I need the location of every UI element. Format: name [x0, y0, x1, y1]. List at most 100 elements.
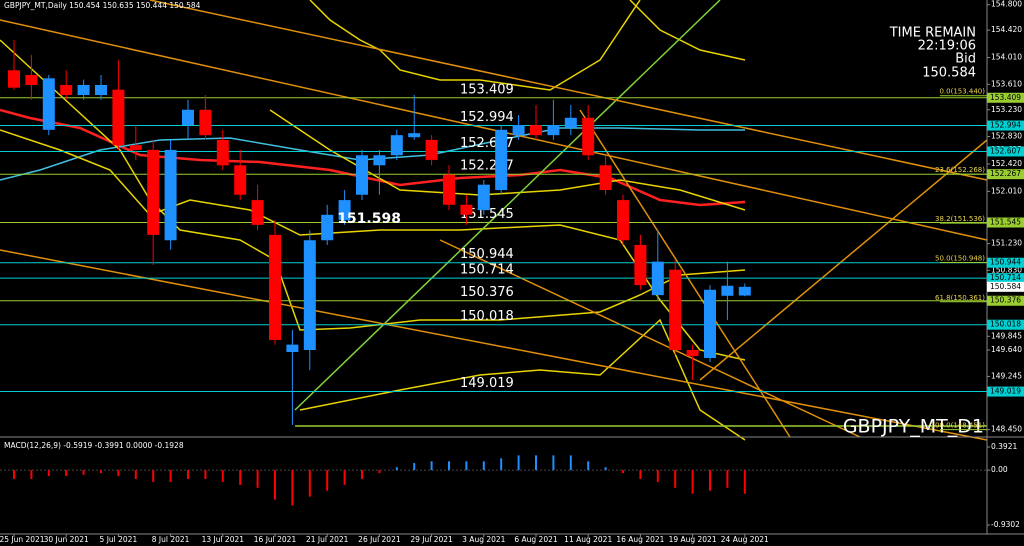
indicators — [0, 0, 988, 441]
x-tick-label: 6 Aug 2021 — [514, 535, 557, 544]
watermark: GBPJPY_MT_D1 — [843, 416, 984, 438]
level-box — [987, 120, 1024, 131]
level-label: 149.019 — [460, 376, 514, 391]
timer: 22:19:06 — [918, 39, 976, 54]
bollinger-band — [309, 0, 641, 91]
candle-body — [599, 165, 612, 191]
fib-label: 100.0(148.451) — [931, 422, 986, 430]
macd-tick-label: 0.3921 — [991, 442, 1017, 451]
x-tick-label: 30 Jun 2021 — [44, 535, 89, 544]
level-label: 150.018 — [460, 309, 514, 324]
x-tick-label: 5 Jul 2021 — [100, 535, 138, 544]
macd-tick-label: -0.9302 — [991, 520, 1020, 529]
x-tick-label: 19 Aug 2021 — [669, 535, 717, 544]
x-tick-label: 16 Aug 2021 — [616, 535, 664, 544]
y-tick-label: 153.610 — [991, 79, 1022, 88]
candle-body — [477, 184, 490, 211]
level-axis-label: 150.714 — [990, 273, 1021, 282]
level-axis-label: 150.018 — [990, 320, 1021, 329]
candle-body — [373, 155, 386, 166]
macd-tick-label: 0.00 — [991, 465, 1008, 474]
timer-label: TIME REMAIN — [889, 26, 976, 41]
candle-body — [738, 286, 751, 296]
level-axis-label: 149.019 — [990, 387, 1021, 396]
fib-label: 38.2(151.536) — [935, 215, 985, 223]
level-axis-label: 152.607 — [990, 146, 1021, 155]
candle-body — [60, 84, 73, 96]
bid-label: Bid — [955, 52, 976, 67]
level-box — [987, 257, 1024, 268]
y-tick-label: 152.420 — [991, 159, 1022, 168]
annotation: 151.598 — [337, 211, 401, 227]
x-tick-label: 29 Jul 2021 — [410, 535, 453, 544]
level-box — [987, 217, 1024, 228]
candle-body — [112, 89, 125, 146]
level-box — [987, 146, 1024, 157]
candle-body — [77, 84, 90, 96]
candle-body — [338, 200, 351, 221]
y-tick-label: 152.830 — [991, 132, 1022, 141]
trend-line — [699, 139, 988, 381]
level-axis-label: 151.545 — [990, 218, 1021, 227]
trend-line — [149, 0, 988, 181]
candle-body — [286, 344, 299, 353]
candle-body — [303, 240, 316, 351]
fib-label: 50.0(150.948) — [935, 254, 985, 262]
x-tick-label: 11 Aug 2021 — [564, 535, 612, 544]
y-tick-label: 154.010 — [991, 53, 1022, 62]
candle-body — [390, 135, 403, 156]
level-box — [987, 295, 1024, 306]
candle-body — [669, 269, 682, 351]
candle-body — [199, 109, 212, 136]
trend-line — [294, 0, 721, 411]
level-box — [987, 169, 1024, 180]
candle-body — [582, 117, 595, 156]
candle-body — [686, 350, 699, 357]
candle-body — [564, 117, 577, 128]
candle-body — [651, 261, 664, 296]
level-label: 151.545 — [460, 207, 514, 222]
level-label: 150.944 — [460, 247, 514, 262]
level-box — [987, 319, 1024, 330]
candle-body — [251, 200, 264, 225]
candle-body — [425, 139, 438, 160]
candle-body — [617, 200, 629, 241]
y-tick-label: 149.640 — [991, 345, 1022, 354]
candle-body — [495, 129, 508, 191]
bollinger-band — [629, 0, 746, 61]
y-tick-label: 153.230 — [991, 105, 1022, 114]
x-tick-label: 16 Jul 2021 — [254, 535, 297, 544]
y-tick-label: 149.845 — [991, 331, 1022, 340]
candle-body — [182, 109, 194, 126]
trend-line — [579, 109, 791, 438]
fib-label: 0.0(153.440) — [939, 88, 985, 96]
level-box — [987, 386, 1024, 397]
level-label: 152.994 — [460, 110, 514, 125]
x-tick-label: 13 Jul 2021 — [202, 535, 245, 544]
level-axis-label: 152.994 — [990, 121, 1021, 130]
candle-body — [147, 149, 160, 235]
bollinger-band — [299, 318, 746, 441]
level-label: 153.409 — [460, 82, 514, 97]
candle-body — [25, 74, 38, 85]
candle-body — [512, 125, 525, 136]
level-label: 150.376 — [460, 285, 514, 300]
fib-label: 61.8(150.361) — [935, 294, 985, 302]
bid-price: 150.584 — [922, 66, 976, 81]
level-axis-label: 150.944 — [990, 258, 1021, 267]
candle-body — [547, 125, 560, 136]
candle-body — [42, 78, 55, 130]
trend-line — [439, 239, 861, 438]
candle-body — [356, 155, 368, 195]
candle-body — [95, 84, 107, 96]
y-tick-label: 151.230 — [991, 239, 1022, 248]
y-tick-label: 154.420 — [991, 25, 1022, 34]
candle-body — [234, 165, 247, 195]
trend-line — [0, 19, 988, 241]
trend-line — [0, 249, 988, 441]
level-axis-label: 152.267 — [990, 169, 1021, 178]
y-tick-label: 152.010 — [991, 186, 1022, 195]
candle-body — [321, 214, 334, 241]
